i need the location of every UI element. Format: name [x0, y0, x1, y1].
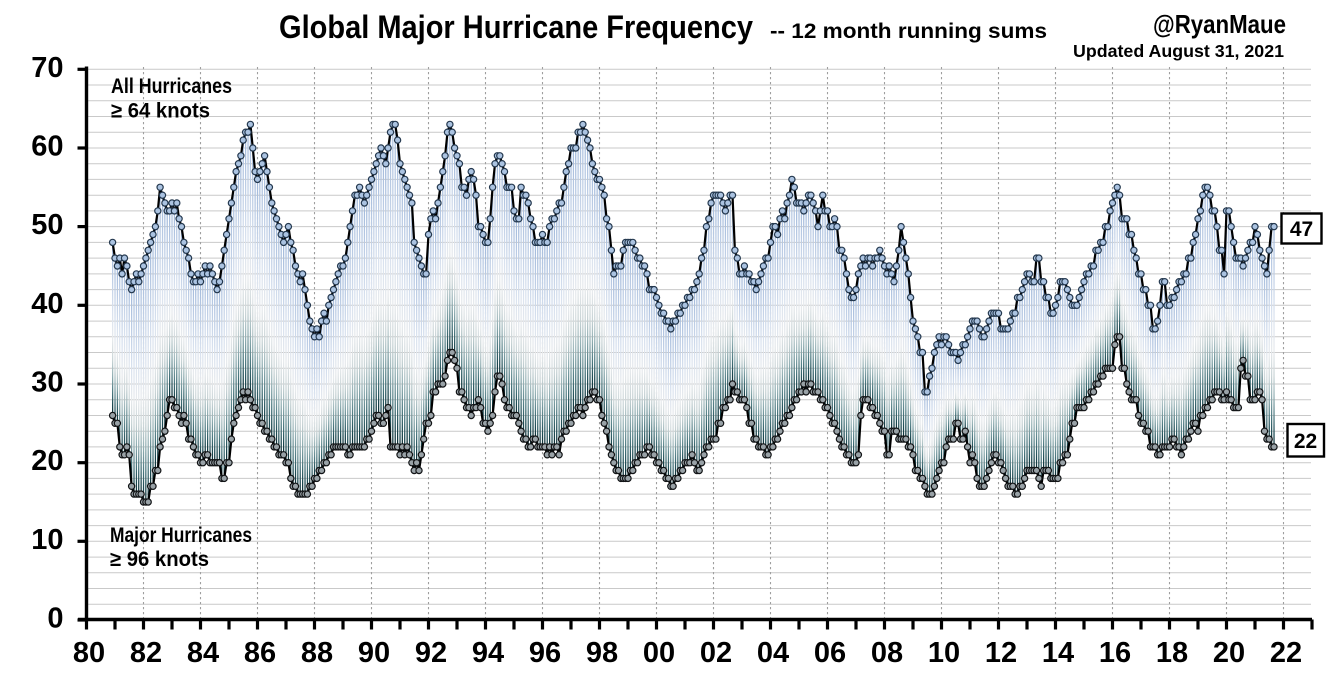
svg-text:Global Major Hurricane Frequen: Global Major Hurricane Frequency — [279, 9, 753, 45]
svg-text:22: 22 — [1270, 637, 1302, 669]
svg-text:04: 04 — [757, 637, 789, 669]
svg-text:22: 22 — [1294, 430, 1317, 453]
svg-text:16: 16 — [1099, 637, 1131, 669]
svg-text:10: 10 — [928, 637, 960, 669]
svg-text:02: 02 — [700, 637, 732, 669]
svg-text:94: 94 — [472, 637, 504, 669]
svg-text:0: 0 — [47, 603, 63, 635]
svg-text:Updated August 31, 2021: Updated August 31, 2021 — [1073, 41, 1284, 61]
svg-text:50: 50 — [31, 209, 63, 241]
svg-text:Major Hurricanes: Major Hurricanes — [110, 524, 252, 547]
svg-text:96: 96 — [529, 637, 561, 669]
svg-text:All Hurricanes: All Hurricanes — [111, 75, 232, 98]
svg-text:18: 18 — [1156, 637, 1188, 669]
svg-text:14: 14 — [1042, 637, 1074, 669]
svg-text:80: 80 — [73, 637, 105, 669]
svg-text:60: 60 — [31, 131, 63, 163]
svg-text:88: 88 — [301, 637, 333, 669]
svg-text:40: 40 — [31, 288, 63, 320]
svg-text:≥ 96 knots: ≥ 96 knots — [110, 548, 209, 571]
svg-text:-- 12 month running sums: -- 12 month running sums — [770, 19, 1047, 43]
svg-text:≥ 64 knots: ≥ 64 knots — [111, 100, 210, 123]
svg-text:08: 08 — [871, 637, 903, 669]
svg-text:20: 20 — [31, 445, 63, 477]
svg-text:06: 06 — [814, 637, 846, 669]
svg-text:20: 20 — [1213, 637, 1245, 669]
svg-text:92: 92 — [415, 637, 447, 669]
svg-text:12: 12 — [985, 637, 1017, 669]
svg-text:90: 90 — [358, 637, 390, 669]
svg-text:30: 30 — [31, 367, 63, 399]
svg-text:98: 98 — [586, 637, 618, 669]
svg-text:@RyanMaue: @RyanMaue — [1153, 9, 1286, 39]
svg-text:47: 47 — [1290, 218, 1313, 241]
svg-text:82: 82 — [130, 637, 162, 669]
svg-text:70: 70 — [31, 52, 63, 84]
svg-text:10: 10 — [31, 524, 63, 556]
svg-text:84: 84 — [187, 637, 219, 669]
svg-text:86: 86 — [244, 637, 276, 669]
svg-text:00: 00 — [643, 637, 675, 669]
